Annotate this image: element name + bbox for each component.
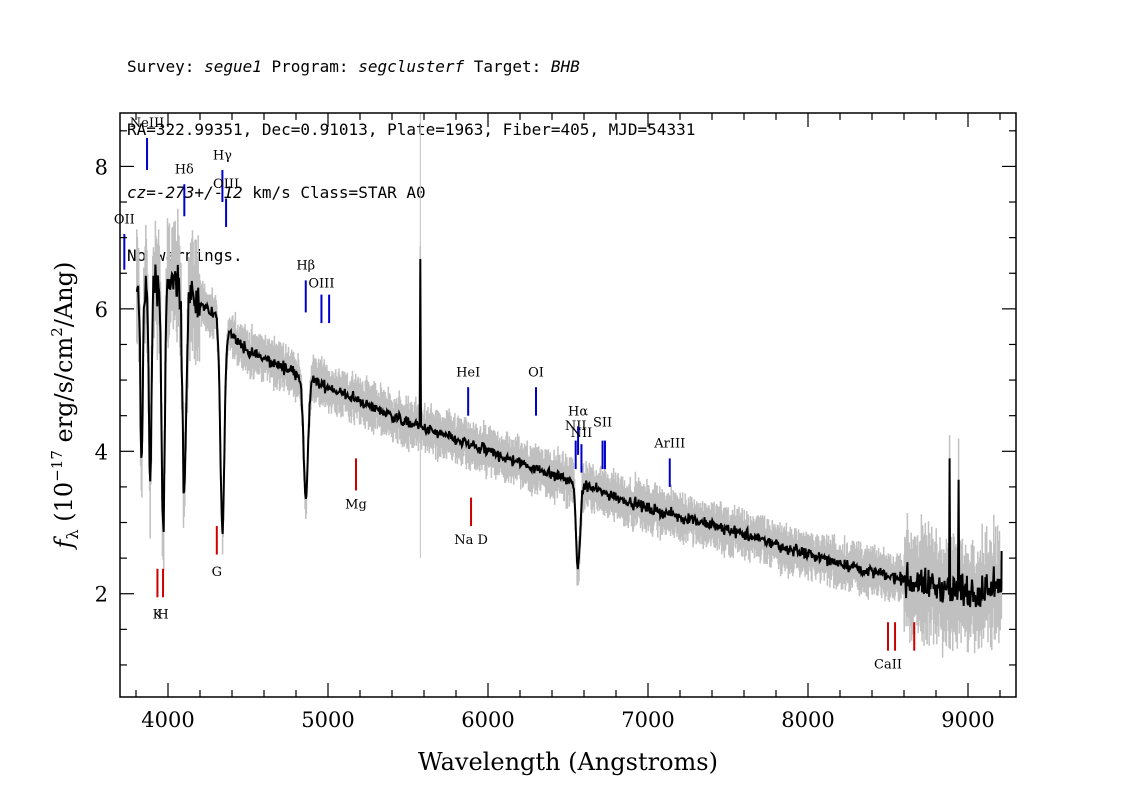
absorption-line-label: CaII <box>874 658 902 673</box>
y-axis-label-part: −17 <box>48 450 66 482</box>
flux-series <box>135 258 1003 608</box>
absorption-line-label: Mg <box>345 497 367 512</box>
y-axis-label-part: 2 <box>48 327 66 337</box>
emission-line-label: Hδ <box>175 163 194 178</box>
axis-ticks: 4000 5000 6000 7000 8000 9000 2 4 6 8 <box>95 113 1016 732</box>
absorption-line-label: H <box>157 608 168 623</box>
survey-value: segue1 <box>204 57 262 76</box>
emission-line-label: ArIII <box>653 437 685 452</box>
absorption-line-label: K <box>153 608 163 623</box>
y-axis-label-part: /Ang) <box>50 262 78 328</box>
emission-line-label: OI <box>528 366 544 381</box>
x-tick-label: 4000 <box>141 708 194 732</box>
absorption-line-label: Na D <box>454 533 488 548</box>
y-tick-label: 6 <box>95 298 108 322</box>
y-axis-label-part: erg/s/cm <box>50 337 78 451</box>
emission-line-label: NII <box>571 426 593 441</box>
survey-label: Survey: <box>127 57 205 76</box>
y-tick-label: 4 <box>95 440 108 464</box>
y-tick-label: 2 <box>95 583 108 607</box>
y-axis-label-part: (10 <box>50 482 78 530</box>
x-tick-label: 6000 <box>461 708 514 732</box>
emission-line-label: Hα <box>568 405 588 420</box>
header-line-survey: Survey: segue1 Program: segclusterf Targ… <box>127 56 695 77</box>
emission-line-label: OII <box>114 212 135 227</box>
emission-line-label: Hγ <box>213 148 232 163</box>
emission-line-label: Hβ <box>296 259 315 274</box>
target-label: Target: <box>464 57 551 76</box>
emission-line-label: NII <box>565 419 587 434</box>
error-band <box>136 113 1003 658</box>
header-line-redshift: cz=-273+/-12 km/s Class=STAR A0 <box>127 182 695 203</box>
absorption-line-label: G <box>212 565 222 580</box>
plot-border <box>119 112 1017 698</box>
emission-line-label: OIII <box>213 177 239 192</box>
flux-line <box>135 258 1003 608</box>
spectrum-header: Survey: segue1 Program: segclusterf Targ… <box>127 14 695 287</box>
x-tick-label: 7000 <box>621 708 674 732</box>
target-value: BHB <box>550 57 580 76</box>
program-value: segclusterf <box>358 57 465 76</box>
x-tick-label: 5000 <box>301 708 354 732</box>
emission-line-label: SII <box>593 415 612 430</box>
x-axis-label: Wavelength (Angstroms) <box>418 748 718 776</box>
program-label: Program: <box>261 57 359 76</box>
emission-line-label: OIII <box>308 276 334 291</box>
y-axis-label-part: λ <box>63 529 82 539</box>
y-axis-label: fλ (10−17 erg/s/cm2/Ang) <box>48 262 82 551</box>
x-tick-label: 8000 <box>781 708 834 732</box>
emission-line-label: NeIII <box>130 116 164 131</box>
x-tick-label: 9000 <box>941 708 994 732</box>
header-line-coordinates: RA=322.99351, Dec=0.91013, Plate=1963, F… <box>127 120 696 139</box>
emission-line-label: HeI <box>456 366 480 381</box>
y-tick-label: 8 <box>95 155 108 179</box>
plot-frame <box>119 112 1017 698</box>
